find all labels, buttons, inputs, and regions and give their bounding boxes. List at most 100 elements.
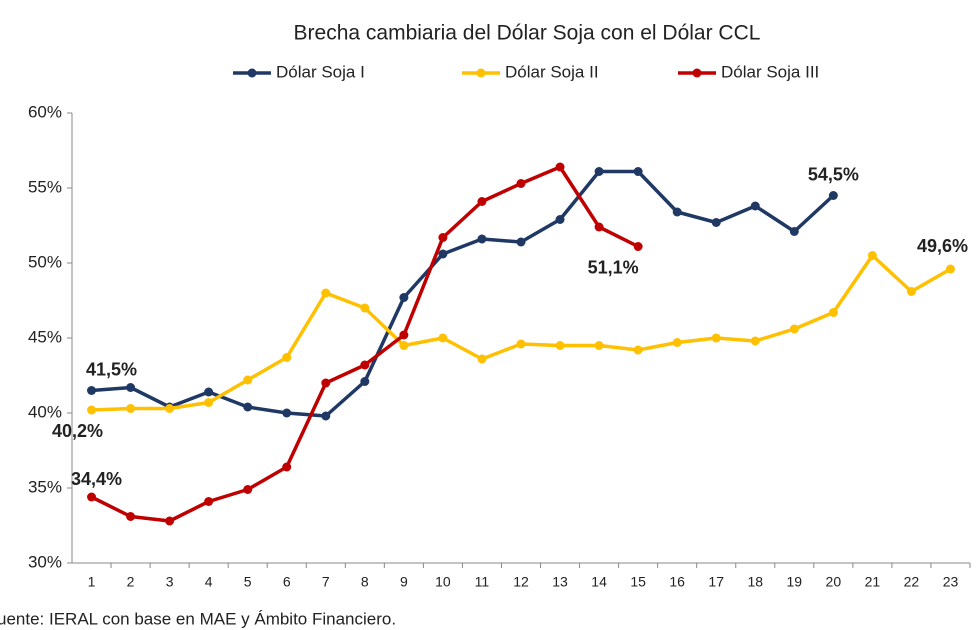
data-point bbox=[477, 354, 487, 364]
data-point bbox=[477, 234, 487, 244]
data-point bbox=[438, 249, 448, 259]
x-tick-label: 6 bbox=[283, 574, 291, 590]
data-point bbox=[126, 404, 136, 413]
data-point bbox=[204, 398, 214, 407]
data-label: 34,4% bbox=[71, 469, 122, 489]
data-point bbox=[321, 411, 331, 421]
data-point bbox=[399, 330, 409, 340]
data-point bbox=[87, 492, 97, 502]
x-tick-label: 12 bbox=[513, 574, 529, 590]
data-point bbox=[594, 341, 604, 350]
data-point bbox=[594, 222, 604, 232]
x-tick-label: 22 bbox=[904, 574, 920, 590]
data-point bbox=[750, 336, 760, 346]
data-point bbox=[360, 377, 370, 386]
data-point bbox=[438, 233, 448, 242]
x-tick-label: 15 bbox=[630, 574, 646, 590]
data-label: 41,5% bbox=[86, 359, 137, 379]
x-tick-label: 4 bbox=[205, 574, 213, 590]
data-point bbox=[711, 218, 721, 227]
data-point bbox=[516, 179, 526, 188]
data-point bbox=[360, 303, 370, 313]
data-point bbox=[321, 378, 331, 388]
data-point bbox=[399, 293, 409, 302]
data-point bbox=[321, 288, 331, 298]
data-point bbox=[282, 462, 292, 472]
data-point bbox=[789, 324, 799, 334]
x-tick-label: 3 bbox=[166, 574, 174, 590]
data-point bbox=[243, 375, 253, 385]
data-label: 54,5% bbox=[808, 164, 859, 184]
data-point bbox=[204, 497, 214, 506]
x-tick-label: 18 bbox=[747, 574, 763, 590]
legend-marker bbox=[476, 68, 486, 78]
chart-title: Brecha cambiaria del Dólar Soja con el D… bbox=[294, 22, 761, 45]
data-point bbox=[165, 404, 175, 413]
y-tick-label: 30% bbox=[28, 552, 62, 571]
x-tick-label: 20 bbox=[826, 574, 842, 590]
data-point bbox=[945, 264, 955, 274]
series-line bbox=[91, 169, 835, 418]
data-point bbox=[633, 242, 643, 251]
data-point bbox=[711, 333, 721, 343]
legend-label: Dólar Soja I bbox=[276, 62, 365, 81]
x-tick-label: 1 bbox=[88, 574, 96, 590]
x-tick-label: 10 bbox=[435, 574, 451, 590]
data-point bbox=[477, 197, 487, 206]
x-tick-label: 2 bbox=[127, 574, 135, 590]
data-point bbox=[867, 251, 877, 260]
y-tick-label: 60% bbox=[28, 102, 62, 121]
x-tick-label: 14 bbox=[591, 574, 607, 590]
x-tick-label: 21 bbox=[865, 574, 881, 590]
data-point bbox=[828, 191, 838, 200]
data-point bbox=[555, 341, 565, 350]
data-point bbox=[633, 345, 643, 355]
data-point bbox=[828, 308, 838, 317]
legend-label: Dólar Soja II bbox=[505, 62, 599, 81]
x-tick-label: 23 bbox=[943, 574, 959, 590]
x-tick-label: 13 bbox=[552, 574, 568, 590]
data-point bbox=[282, 353, 292, 362]
data-point bbox=[438, 333, 448, 343]
legend-label: Dólar Soja III bbox=[721, 62, 819, 81]
data-label: 40,2% bbox=[52, 421, 103, 441]
data-point bbox=[360, 360, 370, 370]
data-point bbox=[750, 201, 760, 211]
data-point bbox=[399, 341, 409, 350]
data-point bbox=[906, 287, 916, 296]
data-point bbox=[789, 227, 799, 236]
series-line bbox=[91, 253, 952, 412]
y-tick-label: 50% bbox=[28, 252, 62, 271]
x-tick-label: 19 bbox=[787, 574, 803, 590]
data-point bbox=[243, 402, 253, 412]
data-label: 49,6% bbox=[917, 236, 968, 256]
data-point bbox=[555, 215, 565, 224]
data-point bbox=[594, 167, 604, 176]
data-point bbox=[87, 405, 97, 415]
legend-marker bbox=[247, 68, 257, 78]
y-tick-label: 35% bbox=[28, 477, 62, 496]
y-tick-label: 40% bbox=[28, 402, 62, 421]
data-point bbox=[126, 383, 136, 392]
data-point bbox=[87, 386, 97, 395]
data-point bbox=[516, 237, 526, 247]
data-point bbox=[633, 167, 643, 176]
x-tick-label: 5 bbox=[244, 574, 252, 590]
data-point bbox=[165, 516, 175, 526]
x-tick-label: 17 bbox=[708, 574, 724, 590]
data-point bbox=[282, 408, 292, 418]
y-tick-label: 45% bbox=[28, 327, 62, 346]
x-tick-label: 9 bbox=[400, 574, 408, 590]
legend-marker bbox=[692, 68, 702, 78]
data-point bbox=[672, 338, 682, 347]
data-point bbox=[204, 387, 214, 397]
x-tick-label: 8 bbox=[361, 574, 369, 590]
source-note: uente: IERAL con base en MAE y Ámbito Fi… bbox=[0, 609, 396, 628]
data-point bbox=[243, 485, 253, 494]
y-tick-label: 55% bbox=[28, 177, 62, 196]
x-tick-label: 11 bbox=[475, 574, 490, 590]
data-label: 51,1% bbox=[588, 257, 639, 277]
data-point bbox=[555, 162, 565, 172]
data-point bbox=[672, 207, 682, 217]
